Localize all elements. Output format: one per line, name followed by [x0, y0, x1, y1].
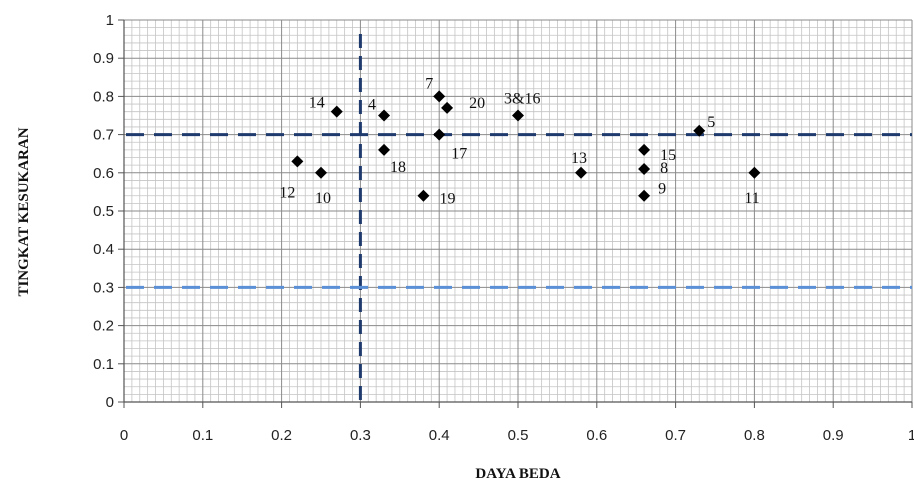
y-tick-label: 0 [106, 394, 114, 411]
data-point-3-and-16 [512, 109, 524, 122]
point-label-11: 11 [744, 190, 759, 207]
data-points [291, 90, 761, 202]
data-point-13 [575, 166, 588, 179]
y-tick-label: 0.1 [93, 356, 114, 373]
point-label-20: 20 [469, 95, 485, 112]
data-point-20 [441, 101, 454, 114]
data-point-7 [433, 90, 446, 103]
data-point-18 [378, 143, 391, 156]
point-label-15: 15 [660, 147, 676, 164]
data-point-11 [748, 166, 761, 179]
x-tick-label: 0.1 [192, 427, 213, 444]
data-point-17 [433, 128, 446, 141]
y-tick-label: 0.5 [93, 203, 114, 220]
data-point-5 [693, 124, 706, 137]
axes [118, 19, 913, 408]
point-label-19: 19 [439, 191, 455, 208]
x-tick-label: 0.9 [823, 427, 844, 444]
x-tick-label: 0.2 [271, 427, 292, 444]
data-point-12 [291, 155, 304, 168]
data-point-4 [378, 109, 391, 122]
point-label-18: 18 [390, 159, 406, 176]
y-tick-label: 0.2 [93, 318, 114, 335]
point-labels: 14 4 7 20 3&16 5 17 18 12 10 19 13 158 9 11 [279, 75, 759, 207]
x-tick-label: 0.8 [744, 427, 765, 444]
x-tick-label: 0.6 [586, 427, 607, 444]
grid [124, 19, 913, 402]
tick-labels: 0 0.1 0.2 0.3 0.4 0.5 0.6 0.7 0.8 0.9 100.10.20.30… [93, 12, 914, 444]
data-point-10 [315, 166, 327, 179]
point-label-12: 12 [279, 184, 295, 201]
point-label-14: 14 [309, 95, 325, 112]
x-tick-label: 0.3 [350, 427, 371, 444]
data-point-14 [330, 105, 343, 118]
data-point-19 [417, 189, 430, 202]
y-tick-label: 0.8 [93, 88, 114, 105]
x-tick-label: 1 [908, 427, 914, 444]
x-tick-label: 0.5 [508, 427, 529, 444]
y-tick-label: 1 [106, 12, 114, 29]
point-label-17: 17 [451, 146, 467, 163]
x-tick-label: 0 [120, 427, 128, 444]
y-tick-label: 0.7 [93, 127, 114, 144]
y-tick-label: 0.3 [93, 279, 114, 296]
point-label-9: 9 [658, 181, 666, 198]
y-tick-label: 0.4 [93, 241, 114, 258]
data-point-15 [638, 143, 651, 156]
point-label-13: 13 [571, 150, 587, 167]
point-label-5: 5 [707, 114, 715, 131]
y-tick-label: 0.6 [93, 165, 114, 182]
point-label-3-and-16: 3&16 [504, 91, 540, 108]
point-label-4: 4 [368, 97, 376, 114]
data-point-8 [638, 162, 651, 175]
data-point-9 [638, 189, 651, 202]
y-axis-title: TINGKAT KESUKARAN [16, 127, 32, 296]
point-label-7: 7 [425, 75, 433, 92]
x-tick-label: 0.4 [429, 427, 450, 444]
x-tick-label: 0.7 [665, 427, 686, 444]
reference-lines [126, 34, 912, 402]
x-axis-title: DAYA BEDA [475, 466, 560, 482]
point-label-8: 8 [660, 160, 668, 177]
point-label-10: 10 [315, 190, 331, 207]
y-tick-label: 0.9 [93, 50, 114, 67]
